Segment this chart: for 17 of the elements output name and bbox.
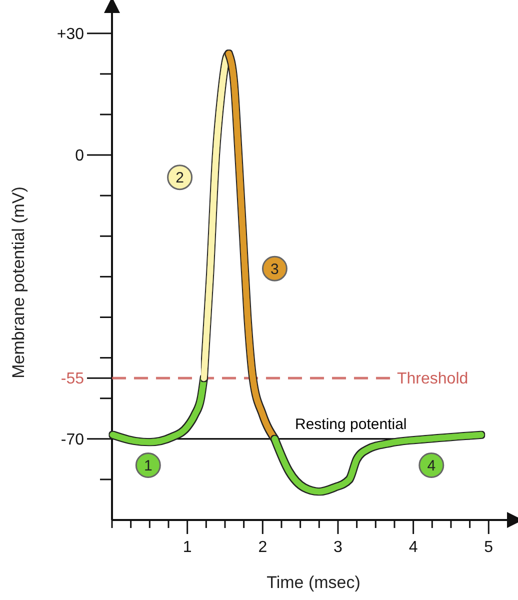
- y-tick-label: +30: [56, 26, 84, 43]
- y-tick-label: 0: [75, 148, 84, 165]
- x-tick-label: 3: [334, 539, 343, 556]
- annotation: 4: [427, 458, 436, 475]
- annotation: 2: [176, 170, 184, 187]
- annotation: 1: [144, 458, 152, 475]
- y-axis-title: Membrane potential (mV): [9, 186, 28, 378]
- ref-line-label: Resting potential: [295, 416, 407, 433]
- ref-line-label: Threshold: [397, 370, 468, 388]
- y-tick-label: -70: [60, 432, 84, 448]
- x-tick-label: 1: [182, 539, 192, 556]
- x-tick-label: 2: [258, 539, 268, 556]
- y-tick-label: -55: [60, 370, 84, 388]
- annotation: 3: [270, 260, 279, 278]
- x-tick-label: 5: [484, 539, 494, 556]
- x-tick-label: 4: [408, 539, 418, 556]
- x-axis-title: Time (msec): [266, 573, 360, 592]
